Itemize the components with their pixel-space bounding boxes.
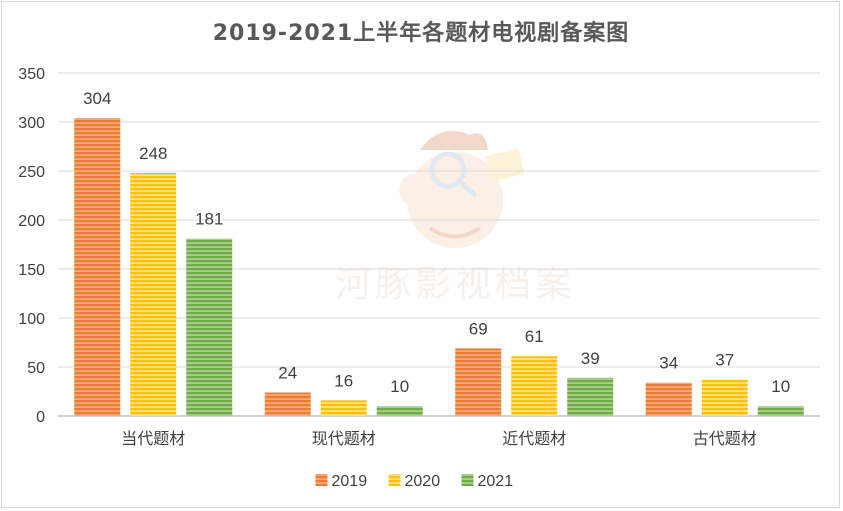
- legend-swatch-2019: [315, 474, 328, 486]
- bar-2021-3: [757, 406, 804, 416]
- bar-2019-1: [264, 392, 311, 416]
- legend-label: 2021: [478, 473, 514, 490]
- legend-swatch-2020: [388, 474, 401, 486]
- y-tick-label: 300: [18, 115, 45, 132]
- y-tick-label: 100: [18, 311, 45, 328]
- y-tick-label: 150: [18, 262, 45, 279]
- data-label: 181: [195, 210, 223, 229]
- data-label: 10: [390, 377, 409, 396]
- y-tick-label: 0: [36, 409, 45, 426]
- data-label: 39: [581, 349, 600, 368]
- watermark-text: 河豚影视档案: [335, 264, 575, 305]
- legend-label: 2019: [332, 473, 368, 490]
- bars: [74, 118, 804, 416]
- chart-title: 2019-2021上半年各题材电视剧备案图: [213, 20, 630, 46]
- bar-2019-2: [455, 348, 502, 416]
- bar-2020-1: [320, 400, 367, 416]
- bar-2021-1: [376, 406, 423, 416]
- data-label: 248: [139, 144, 167, 163]
- category-label: 现代题材: [312, 429, 376, 448]
- bar-2019-0: [74, 118, 121, 416]
- bar-2020-0: [130, 172, 177, 416]
- y-tick-label: 50: [27, 360, 45, 377]
- bar-2021-0: [186, 238, 233, 416]
- y-tick-label: 200: [18, 213, 45, 230]
- legend-label: 2020: [405, 473, 441, 490]
- legend-swatch-2021: [461, 474, 474, 486]
- category-label: 当代题材: [121, 429, 185, 448]
- data-label: 16: [334, 371, 353, 390]
- watermark: 河豚影视档案: [335, 130, 575, 305]
- y-tick-label: 350: [18, 66, 45, 83]
- data-labels: 304 248 181 24 16 10 69 61 39 34 37 10: [83, 89, 790, 396]
- bar-2020-2: [511, 356, 558, 416]
- data-label: 24: [278, 363, 297, 382]
- data-label: 61: [525, 327, 544, 346]
- pufferfish-detective-icon: [399, 130, 525, 248]
- gridlines: [58, 72, 820, 417]
- data-label: 10: [771, 377, 790, 396]
- legend: 2019 2020 2021: [315, 473, 514, 490]
- bar-2021-2: [567, 377, 614, 416]
- category-label: 古代题材: [693, 429, 757, 448]
- bar-2020-3: [701, 379, 748, 416]
- data-label: 304: [83, 89, 111, 108]
- y-axis-ticks: 0 50 100 150 200 250 300 350: [18, 66, 45, 426]
- bar-2019-3: [645, 382, 692, 416]
- data-label: 69: [469, 319, 488, 338]
- data-label: 37: [715, 351, 734, 370]
- category-label: 近代题材: [502, 429, 566, 448]
- data-label: 34: [659, 354, 678, 373]
- x-axis-categories: 当代题材 现代题材 近代题材 古代题材: [121, 429, 757, 448]
- y-tick-label: 250: [18, 164, 45, 181]
